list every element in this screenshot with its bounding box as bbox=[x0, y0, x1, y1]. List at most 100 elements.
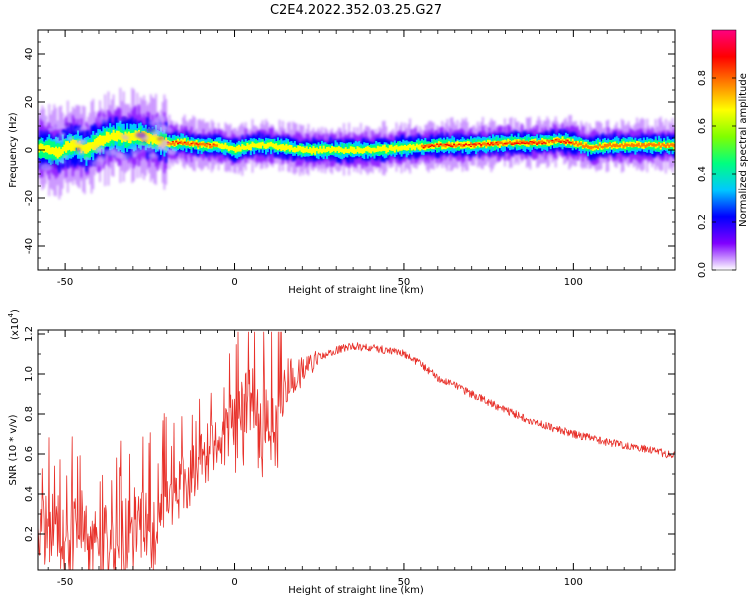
spectrogram-cell bbox=[434, 144, 437, 148]
spectrogram-cell bbox=[488, 144, 491, 146]
spectrogram-cell bbox=[571, 138, 574, 144]
spectrogram-cell bbox=[290, 145, 293, 151]
top-y-tick-label: -20 bbox=[24, 190, 35, 206]
spectrogram-cell bbox=[132, 132, 135, 141]
spectrogram-cell bbox=[524, 140, 527, 145]
spectrogram-cell bbox=[197, 143, 200, 145]
spectrogram-cell bbox=[258, 142, 261, 149]
spectrogram-noise-blob bbox=[153, 116, 165, 124]
spectrogram-cell bbox=[78, 140, 81, 151]
spectrogram-cell bbox=[366, 145, 369, 152]
spectrogram-cell bbox=[497, 140, 500, 145]
spectrogram-cell bbox=[190, 142, 193, 145]
spectrogram-cell bbox=[444, 143, 447, 146]
spectrogram-cell bbox=[497, 144, 500, 146]
spectrogram-cell bbox=[642, 143, 645, 147]
spectrogram-cell bbox=[485, 142, 488, 147]
spectrogram-cell bbox=[339, 147, 342, 152]
spectrogram-cell bbox=[641, 143, 644, 147]
spectrogram-cell bbox=[388, 145, 391, 151]
spectrogram-cell bbox=[520, 142, 523, 144]
spectrogram-cell bbox=[475, 144, 478, 146]
spectrogram-cell bbox=[507, 141, 510, 144]
spectrogram-cell bbox=[468, 144, 471, 146]
spectrogram-cell bbox=[451, 142, 454, 147]
spectrogram-noise-blob bbox=[47, 127, 55, 132]
spectrogram-cell bbox=[453, 144, 456, 147]
bottom-axes: -50 0 50 100 0.2 0.4 0.6 0.8 1.0 1.2 bbox=[24, 326, 676, 588]
spectrogram-cell bbox=[553, 137, 556, 143]
spectrogram-cell bbox=[508, 140, 512, 144]
spectrogram-cell bbox=[283, 145, 286, 152]
spectrogram-cell bbox=[563, 141, 566, 143]
spectrogram-cell bbox=[475, 142, 478, 146]
spectrogram-cell bbox=[525, 140, 528, 144]
spectrogram-cell bbox=[439, 143, 442, 145]
spectrogram-cell bbox=[202, 142, 205, 146]
spectrogram-cell bbox=[58, 146, 61, 157]
spectrogram-cell bbox=[159, 136, 163, 147]
spectrogram-cell bbox=[559, 141, 562, 143]
spectrogram-cell bbox=[449, 145, 452, 147]
spectrogram-cell bbox=[551, 140, 554, 143]
spectrogram-cell bbox=[549, 139, 552, 142]
spectrogram-cell bbox=[502, 142, 505, 146]
spectrogram-cell bbox=[519, 139, 522, 146]
bottom-y-axis-label: SNR (10 * v/v) bbox=[8, 414, 19, 485]
spectrogram-cell bbox=[558, 141, 561, 143]
spectrogram-cell bbox=[547, 140, 551, 144]
spectrogram-cell bbox=[392, 146, 395, 151]
spectrogram-cell bbox=[280, 144, 283, 151]
spectrogram-cell bbox=[661, 142, 664, 146]
spectrogram-cell bbox=[544, 142, 547, 144]
spectrogram-cell bbox=[375, 148, 378, 152]
spectrogram-cell bbox=[517, 141, 520, 145]
spectrogram-cell bbox=[498, 141, 501, 148]
spectrogram-cell bbox=[444, 144, 447, 148]
spectrogram-cell bbox=[88, 142, 91, 151]
spectrogram-cell bbox=[273, 143, 276, 149]
spectrogram-cell bbox=[453, 143, 456, 146]
spectrogram-cell bbox=[656, 143, 659, 146]
spectrogram-cell bbox=[654, 144, 657, 147]
spectrogram-cell bbox=[148, 132, 151, 145]
spectrogram-cell bbox=[529, 141, 532, 145]
spectrogram-cell bbox=[292, 147, 295, 153]
spectrogram-cell bbox=[503, 142, 506, 144]
spectrogram-cell bbox=[602, 145, 605, 149]
spectrogram-cell bbox=[176, 141, 179, 144]
spectrogram-noise-blob bbox=[67, 136, 74, 141]
spectrogram-cell bbox=[390, 144, 393, 151]
spectrogram-cell bbox=[326, 146, 329, 153]
spectrogram-cell bbox=[244, 145, 247, 150]
spectrogram-cell bbox=[302, 146, 305, 154]
spectrogram-cell bbox=[195, 143, 198, 145]
spectrogram-cell bbox=[341, 148, 344, 153]
spectrogram-cell bbox=[608, 142, 611, 146]
spectrogram-noise-blob bbox=[117, 119, 122, 123]
spectrogram-cell bbox=[420, 144, 423, 148]
spectrogram-cell bbox=[237, 144, 240, 152]
spectrogram-cell bbox=[564, 142, 567, 144]
bottom-y-tick-label: 0.4 bbox=[24, 486, 35, 502]
spectrogram-image bbox=[38, 87, 675, 200]
spectrogram-cell bbox=[351, 146, 354, 153]
spectrogram-cell bbox=[409, 142, 412, 154]
spectrogram-cell bbox=[381, 145, 384, 151]
spectrogram-cell bbox=[512, 143, 515, 145]
spectrogram-cell bbox=[270, 141, 273, 147]
spectrogram-cell bbox=[310, 148, 313, 155]
spectrogram-cell bbox=[41, 144, 44, 152]
bottom-y-tick-label: 0.2 bbox=[24, 526, 35, 542]
spectrogram-cell bbox=[205, 143, 208, 145]
spectrogram-cell bbox=[105, 131, 108, 143]
spectrogram-cell bbox=[644, 144, 647, 148]
bottom-y-tick-label: 0.6 bbox=[24, 446, 35, 462]
spectrogram-cell bbox=[54, 146, 58, 157]
spectrogram-cell bbox=[398, 146, 401, 151]
spectrogram-cell bbox=[68, 142, 71, 150]
spectrogram-cell bbox=[93, 139, 96, 151]
spectrogram-cell bbox=[187, 141, 190, 145]
spectrogram-cell bbox=[87, 142, 90, 153]
spectrogram-cell bbox=[48, 145, 51, 155]
